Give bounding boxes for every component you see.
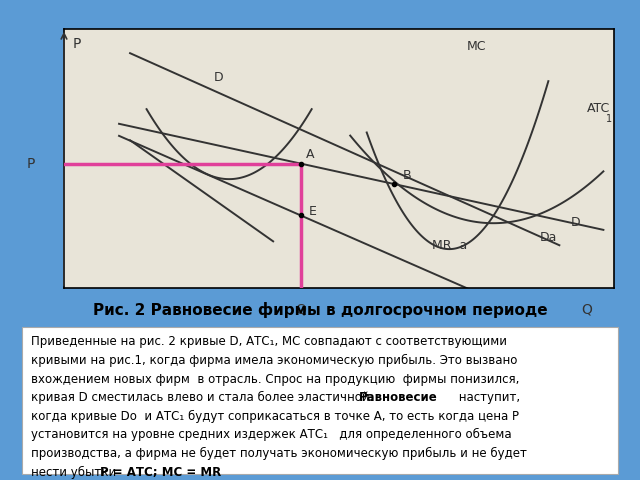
Text: ATC: ATC	[587, 102, 610, 115]
Text: Da: Da	[540, 231, 557, 244]
Text: E: E	[309, 205, 317, 218]
Text: Приведенные на рис. 2 кривые D, АТС₁, МС совпадают с соответствующими: Приведенные на рис. 2 кривые D, АТС₁, МС…	[31, 336, 508, 348]
Text: MR  a: MR a	[431, 239, 467, 252]
Text: B: B	[403, 169, 411, 182]
Text: P: P	[27, 156, 35, 170]
FancyBboxPatch shape	[22, 327, 618, 474]
Text: производства, а фирма не будет получать экономическую прибыль и не будет: производства, а фирма не будет получать …	[31, 447, 527, 460]
Text: Рис. 2 Равновесие фирмы в долгосрочном периоде: Рис. 2 Равновесие фирмы в долгосрочном п…	[93, 301, 547, 318]
Text: кривыми на рис.1, когда фирма имела экономическую прибыль. Это вызвано: кривыми на рис.1, когда фирма имела экон…	[31, 354, 518, 367]
Text: установится на уровне средних издержек АТС₁   для определенного объема: установится на уровне средних издержек А…	[31, 428, 512, 442]
Text: 1: 1	[606, 114, 612, 124]
Text: нести убытки: нести убытки	[31, 466, 120, 479]
Text: когда кривые Do  и АТС₁ будут соприкасаться в точке А, то есть когда цена Р: когда кривые Do и АТС₁ будут соприкасать…	[31, 410, 519, 423]
Text: Р = АТС; МС = МR: Р = АТС; МС = МR	[100, 466, 221, 479]
Text: D: D	[571, 216, 580, 229]
Text: MC: MC	[467, 39, 486, 52]
Text: наступит,: наступит,	[455, 391, 520, 404]
Text: D: D	[213, 71, 223, 84]
Text: Q: Q	[582, 302, 592, 316]
Text: Равновесие: Равновесие	[358, 391, 437, 404]
Text: P: P	[72, 36, 81, 50]
Text: вхождением новых фирм  в отрасль. Спрос на продукцию  фирмы понизился,: вхождением новых фирм в отрасль. Спрос н…	[31, 372, 520, 385]
Text: Q: Q	[295, 302, 306, 316]
Text: A: A	[306, 148, 315, 161]
Text: кривая D сместилась влево и стала более эластичной.: кривая D сместилась влево и стала более …	[31, 391, 378, 404]
